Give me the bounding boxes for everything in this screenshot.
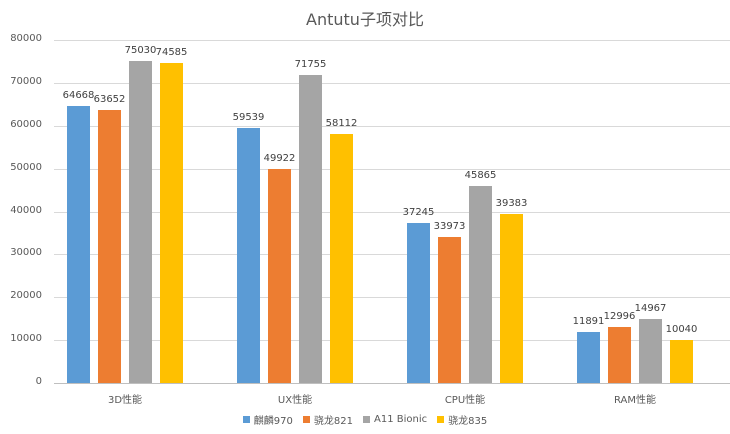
x-category-label: UX性能 xyxy=(277,395,313,406)
legend-label: 骁龙835 xyxy=(448,416,488,427)
data-label: 39383 xyxy=(495,198,528,210)
bar xyxy=(670,339,693,383)
legend-item: 麒麟970 xyxy=(242,412,293,427)
data-label: 11891 xyxy=(572,316,605,328)
legend-swatch-icon xyxy=(242,416,250,423)
data-label: 64668 xyxy=(62,89,95,101)
gridline xyxy=(54,40,730,41)
legend-item: A11 Bionic xyxy=(362,412,428,427)
y-tick-label: 40000 xyxy=(10,205,42,216)
gridline xyxy=(54,126,730,127)
y-tick-label: 50000 xyxy=(10,162,42,173)
x-category-label: 3D性能 xyxy=(107,395,143,406)
data-label: 33973 xyxy=(433,221,466,233)
data-label: 63652 xyxy=(93,94,126,106)
bar xyxy=(639,318,662,383)
legend-label: A11 Bionic xyxy=(373,414,428,425)
data-label: 59539 xyxy=(232,111,265,123)
bar xyxy=(608,327,631,383)
data-label: 71755 xyxy=(294,59,327,71)
data-label: 45865 xyxy=(464,170,497,182)
legend-swatch-icon xyxy=(437,416,445,423)
data-label: 49922 xyxy=(263,152,296,164)
gridline xyxy=(54,212,730,213)
legend: 麒麟970 骁龙821 A11 Bionic 骁龙835 xyxy=(0,412,730,427)
bar xyxy=(129,61,152,383)
y-tick-label: 0 xyxy=(35,376,42,387)
y-tick-label: 80000 xyxy=(10,33,42,44)
bar xyxy=(330,133,353,383)
bar xyxy=(469,186,492,383)
bar xyxy=(577,332,600,383)
legend-item: 骁龙835 xyxy=(437,412,487,427)
bar xyxy=(407,223,430,383)
gridline xyxy=(54,83,730,84)
y-tick-label: 20000 xyxy=(10,290,42,301)
gridline xyxy=(54,254,730,255)
data-label: 14967 xyxy=(634,302,667,314)
data-label: 12996 xyxy=(603,311,636,323)
bar xyxy=(268,168,291,383)
bar xyxy=(98,110,121,383)
legend-item: 骁龙821 xyxy=(302,412,353,427)
y-tick-label: 30000 xyxy=(10,247,42,258)
x-category-label: CPU性能 xyxy=(444,395,486,406)
gridline xyxy=(54,297,730,298)
data-label: 75030 xyxy=(124,45,157,57)
bar xyxy=(299,75,322,383)
bar xyxy=(237,127,260,383)
bar xyxy=(160,63,183,383)
gridline xyxy=(54,169,730,170)
data-label: 58112 xyxy=(325,117,358,129)
legend-swatch-icon xyxy=(362,416,370,423)
x-category-label: RAM性能 xyxy=(613,395,656,406)
data-label: 74585 xyxy=(155,47,188,59)
legend-label: 骁龙821 xyxy=(313,416,353,427)
bar xyxy=(500,214,523,383)
legend-label: 麒麟970 xyxy=(253,416,293,427)
chart-title: Antutu子项对比 xyxy=(306,10,424,29)
data-label: 37245 xyxy=(402,207,435,219)
y-tick-label: 60000 xyxy=(10,119,42,130)
x-axis-line xyxy=(54,383,730,384)
legend-swatch-icon xyxy=(302,416,310,423)
bar xyxy=(67,105,90,383)
bar xyxy=(438,237,461,383)
y-tick-label: 70000 xyxy=(10,76,42,87)
data-label: 10040 xyxy=(665,323,698,335)
gridline xyxy=(54,340,730,341)
y-tick-label: 10000 xyxy=(10,333,42,344)
